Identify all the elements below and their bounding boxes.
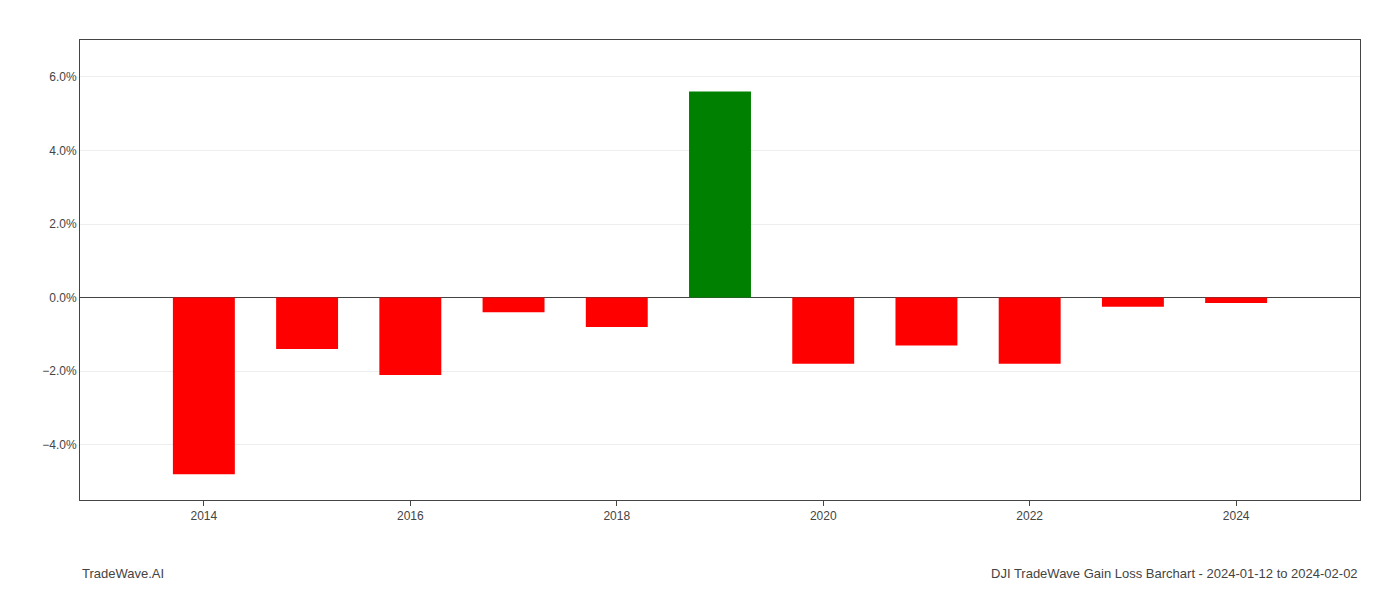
svg-text:2.0%: 2.0% <box>49 217 77 231</box>
svg-text:2024: 2024 <box>1223 509 1250 523</box>
svg-text:6.0%: 6.0% <box>49 70 77 84</box>
svg-text:0.0%: 0.0% <box>49 291 77 305</box>
svg-text:2014: 2014 <box>191 509 218 523</box>
svg-text:−2.0%: −2.0% <box>42 364 77 378</box>
svg-text:2020: 2020 <box>810 509 837 523</box>
svg-text:TradeWave.AI: TradeWave.AI <box>82 566 164 581</box>
svg-text:2022: 2022 <box>1016 509 1043 523</box>
svg-text:2018: 2018 <box>603 509 630 523</box>
svg-text:4.0%: 4.0% <box>49 144 77 158</box>
svg-text:2016: 2016 <box>397 509 424 523</box>
svg-text:−4.0%: −4.0% <box>42 438 77 452</box>
svg-text:DJI TradeWave Gain Loss Barcha: DJI TradeWave Gain Loss Barchart - 2024-… <box>991 566 1358 581</box>
